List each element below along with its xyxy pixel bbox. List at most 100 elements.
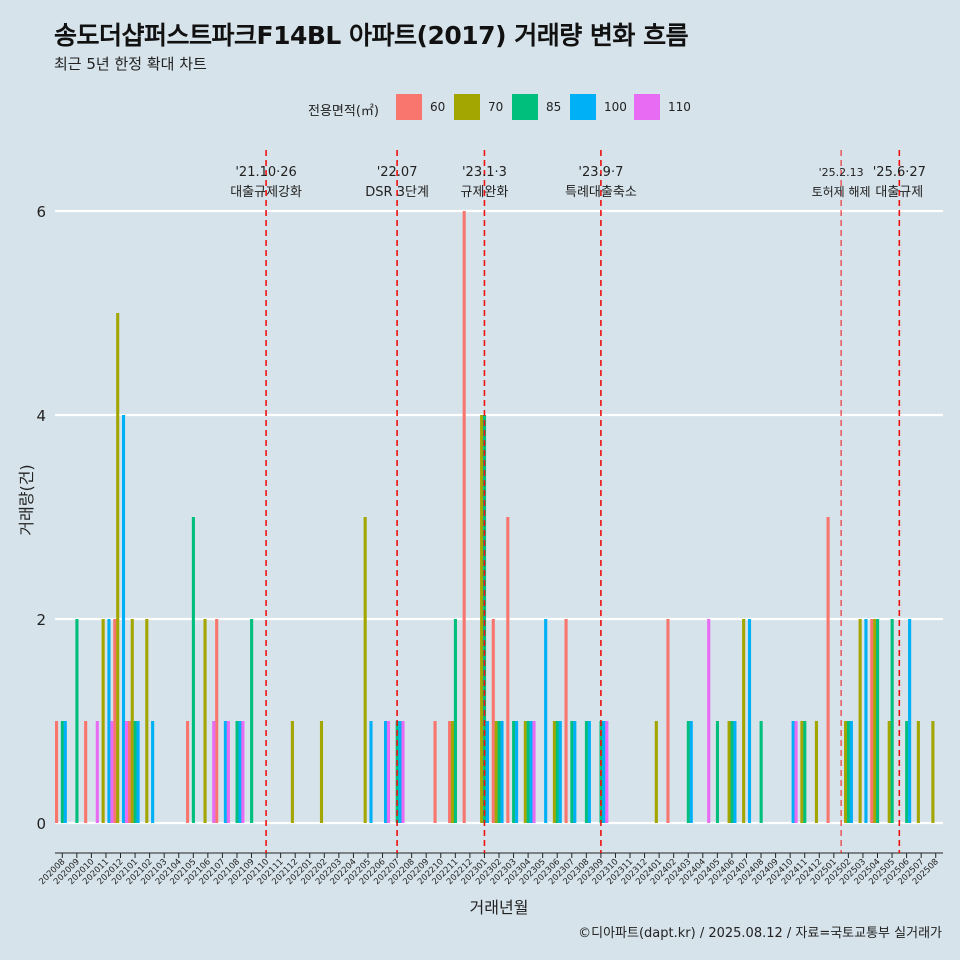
- bar-85-202301: [482, 415, 487, 823]
- bar-100-202307: [573, 721, 577, 823]
- event-date: '25.6·27: [873, 165, 926, 180]
- bar-70-202202: [319, 721, 324, 823]
- bar-100-202012: [121, 415, 126, 823]
- bar-60-202212: [462, 211, 466, 823]
- bar-100-202101: [136, 721, 140, 823]
- bar-60-202012: [113, 619, 117, 823]
- bar-100-202102: [151, 721, 155, 823]
- legend-swatch: [634, 94, 660, 120]
- source-caption: ©디아파트(dapt.kr) / 2025.08.12 / 자료=국토교통부 실…: [578, 926, 942, 941]
- bar-100-202207: [398, 721, 402, 823]
- bar-85-202411: [803, 721, 807, 823]
- bar-70-202302: [494, 721, 498, 823]
- bar-85-202302: [497, 721, 501, 823]
- bar-70-202504: [873, 619, 877, 823]
- x-axis-title: 거래년월: [470, 898, 529, 917]
- bar-100-202301: [485, 721, 490, 823]
- bar-85-202105: [191, 517, 195, 823]
- bar-70-202401: [654, 721, 658, 823]
- bar-70-202106: [203, 619, 207, 823]
- bar-110-202207: [401, 721, 405, 823]
- legend-title: 전용면적(㎡): [308, 104, 379, 119]
- event-date: '25.2.13: [819, 166, 864, 179]
- bar-100-202506: [908, 619, 912, 823]
- bar-60-202303: [506, 517, 510, 823]
- bar-85-202109: [250, 619, 254, 823]
- bar-85-202403: [686, 721, 690, 823]
- chart-title: 송도더샵퍼스트파크F14BL 아파트(2017) 거래량 변화 흐름: [54, 21, 689, 50]
- bar-85-202008: [60, 721, 64, 823]
- bar-70-202503: [858, 619, 862, 823]
- bar-70-202101: [130, 619, 134, 823]
- bar-60-202008: [55, 721, 59, 823]
- event-label: DSR 3단계: [365, 185, 429, 200]
- bar-110-202206: [386, 721, 391, 823]
- bar-85-202211: [453, 619, 457, 823]
- bar-85-202505: [890, 619, 894, 823]
- event-date: '23.1·3: [462, 165, 507, 180]
- bar-70-202407: [742, 619, 746, 823]
- bar-60-202210: [433, 721, 437, 823]
- bar-100-202107: [223, 721, 227, 823]
- bar-85-202101: [133, 721, 137, 823]
- y-tick-label: 4: [36, 407, 46, 425]
- bar-85-202307: [570, 721, 574, 823]
- bar-100-202407: [747, 619, 752, 823]
- bar-70-202507: [916, 721, 920, 823]
- bar-85-202504: [876, 619, 880, 823]
- bar-60-202402: [666, 619, 670, 823]
- bar-100-202406: [733, 721, 737, 823]
- bar-85-202506: [905, 721, 909, 823]
- bar-85-202304: [526, 721, 530, 823]
- bar-100-202108: [238, 721, 242, 823]
- legend-label: 60: [430, 100, 446, 114]
- event-label: 토허제 해제: [812, 185, 871, 199]
- bar-85-202303: [512, 721, 516, 823]
- bar-60-202211: [448, 721, 452, 823]
- legend-label: 85: [546, 100, 562, 114]
- event-date: '21.10·26: [235, 165, 296, 180]
- bar-70-202406: [727, 721, 731, 823]
- bar-60-202302: [491, 619, 495, 823]
- bar-60-202307: [564, 619, 568, 823]
- bar-110-202108: [241, 721, 245, 823]
- bar-100-202410: [791, 721, 795, 823]
- legend-label: 100: [604, 100, 627, 114]
- legend: 전용면적(㎡) 60 70 85 100 110: [0, 92, 960, 122]
- bar-85-202405: [715, 721, 720, 823]
- bar-70-202205: [363, 517, 367, 823]
- event-date: '22.07: [377, 165, 418, 180]
- bar-85-202308: [584, 721, 588, 823]
- bar-110-202404: [707, 619, 711, 823]
- bar-85-202408: [759, 721, 763, 823]
- bar-70-202505: [887, 721, 891, 823]
- bar-70-202508: [931, 721, 935, 823]
- bar-110-202410: [794, 721, 798, 823]
- bar-100-202011: [107, 619, 111, 823]
- bar-110-202304: [532, 721, 536, 823]
- bar-85-202502: [846, 721, 851, 823]
- bar-60-202105: [186, 721, 190, 823]
- chart-subtitle: 최근 5년 한정 확대 차트: [54, 55, 207, 73]
- bar-110-202010: [95, 721, 99, 823]
- y-tick-label: 0: [36, 815, 46, 833]
- bar-100-202205: [369, 721, 373, 823]
- bar-70-202301: [480, 415, 484, 823]
- legend-label: 70: [488, 100, 504, 114]
- bar-70-202306: [552, 721, 556, 823]
- y-tick-label: 6: [36, 203, 46, 221]
- bar-100-202309: [602, 721, 606, 823]
- bar-100-202305: [544, 619, 548, 823]
- bar-100-202303: [515, 721, 519, 823]
- bar-100-202503: [864, 619, 868, 823]
- bar-110-202011: [110, 721, 114, 823]
- bar-100-202403: [689, 721, 693, 823]
- bar-100-202206: [383, 721, 388, 823]
- legend-swatch: [454, 94, 480, 120]
- bar-70-202012: [116, 313, 120, 823]
- bar-70-202304: [523, 721, 527, 823]
- bar-110-202309: [605, 721, 609, 823]
- bar-70-202011: [101, 619, 105, 823]
- bar-85-202108: [235, 721, 239, 823]
